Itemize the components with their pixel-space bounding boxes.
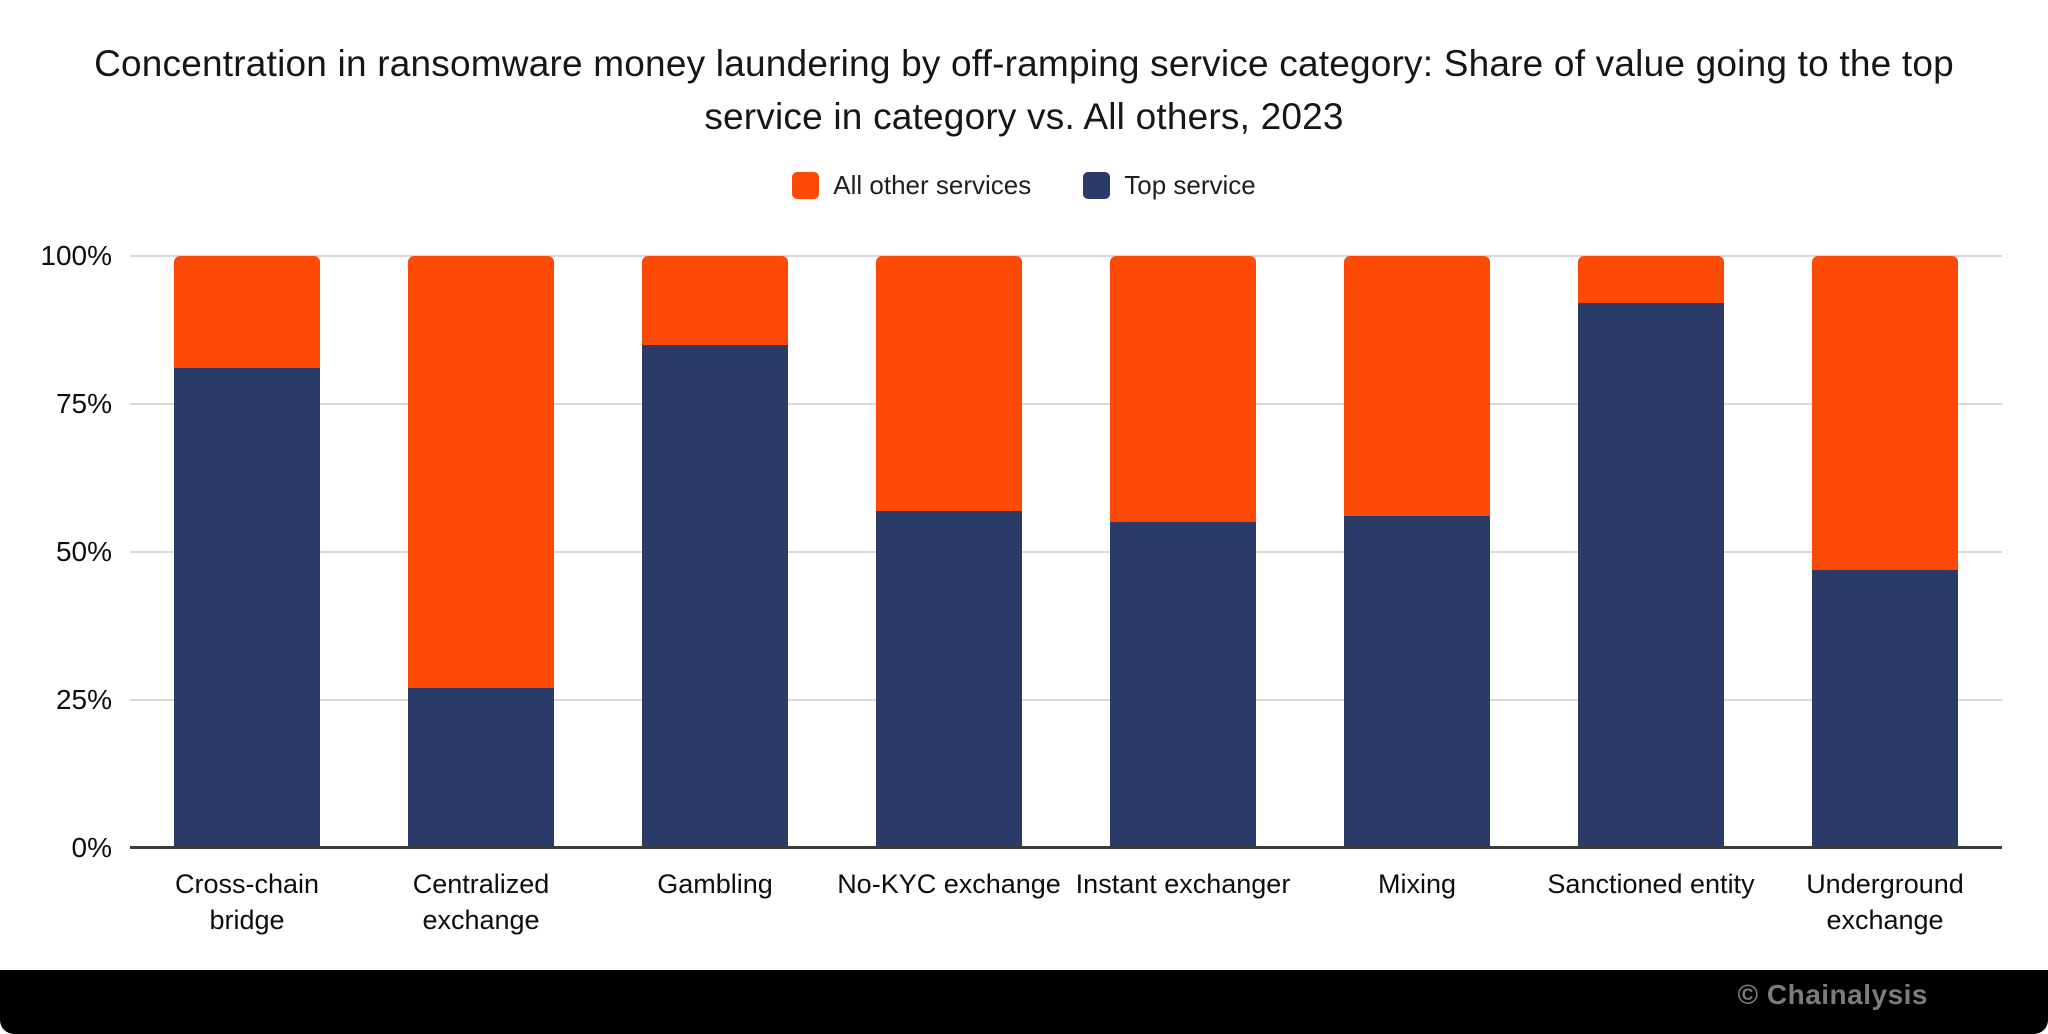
bar-group	[598, 256, 832, 848]
bar-group	[130, 256, 364, 848]
bar-segment-top-service	[408, 688, 554, 848]
x-tick-label-text: Gambling	[657, 869, 773, 899]
bar-segment-all-other-services	[642, 256, 788, 345]
bar-mixing	[1344, 256, 1490, 848]
bar-group	[1534, 256, 1768, 848]
bar-segment-top-service	[1578, 303, 1724, 848]
bar-group	[832, 256, 1066, 848]
bar-underground-exchange	[1812, 256, 1958, 848]
bar-segment-all-other-services	[1344, 256, 1490, 517]
gridline-75	[130, 403, 2002, 405]
y-tick-label-75: 75%	[55, 388, 112, 419]
x-tick-label-text: Centralized exchange	[412, 869, 550, 936]
bar-segment-all-other-services	[1110, 256, 1256, 523]
copyright-text: © Chainalysis	[1737, 979, 1928, 1010]
legend-item-all-other-services: All other services	[792, 170, 1031, 201]
bar-group	[364, 256, 598, 848]
x-tick-label: No-KYC exchange	[832, 866, 1066, 939]
x-tick-label-text: Underground exchange	[1806, 869, 1964, 936]
chart-title-text: Concentration in ransomware money launde…	[94, 43, 1954, 137]
x-tick-label: Centralized exchange	[364, 866, 598, 939]
gridline-50	[130, 551, 2002, 553]
x-tick-label-text: Sanctioned entity	[1547, 869, 1755, 899]
footer-bar: © Chainalysis	[0, 970, 2048, 1034]
bar-segment-all-other-services	[174, 256, 320, 369]
y-tick-label-100: 100%	[40, 240, 112, 271]
bars-container	[130, 256, 2002, 848]
bar-segment-top-service	[1344, 516, 1490, 848]
x-tick-label: Mixing	[1300, 866, 1534, 939]
bar-group	[1066, 256, 1300, 848]
bar-sanctioned-entity	[1578, 256, 1724, 848]
x-tick-label-text: Mixing	[1377, 869, 1457, 899]
x-tick-label-text: Cross-chain bridge	[174, 869, 320, 936]
y-tick-label-25: 25%	[55, 684, 112, 715]
x-tick-label: Instant exchanger	[1066, 866, 1300, 939]
bar-segment-top-service	[1812, 569, 1958, 848]
x-tick-label: Cross-chain bridge	[130, 866, 364, 939]
gridline-25	[130, 699, 2002, 701]
legend: All other services Top service	[0, 170, 2048, 201]
bar-segment-top-service	[876, 510, 1022, 848]
bar-group	[1768, 256, 2002, 848]
x-tick-label: Sanctioned entity	[1534, 866, 1768, 939]
y-tick-label-50: 50%	[55, 536, 112, 567]
x-axis-labels: Cross-chain bridge Centralized exchange …	[130, 866, 2002, 939]
legend-swatch-all-other-services-icon	[792, 172, 820, 199]
bar-segment-all-other-services	[1812, 256, 1958, 570]
x-tick-label-text: No-KYC exchange	[837, 869, 1061, 899]
bar-segment-top-service	[1110, 522, 1256, 848]
page-title: Concentration in ransomware money launde…	[0, 38, 2048, 143]
bar-gambling	[642, 256, 788, 848]
x-tick-label: Underground exchange	[1768, 866, 2002, 939]
legend-label-all-other-services: All other services	[833, 170, 1032, 200]
bar-segment-top-service	[174, 368, 320, 848]
x-tick-label-text: Instant exchanger	[1075, 869, 1291, 899]
bar-centralized-exchange	[408, 256, 554, 848]
bar-segment-all-other-services	[408, 256, 554, 689]
legend-swatch-top-service-icon	[1083, 172, 1111, 199]
x-axis-line	[130, 846, 2002, 849]
bar-segment-all-other-services	[1578, 256, 1724, 304]
legend-label-top-service: Top service	[1124, 170, 1256, 200]
bar-cross-chain-bridge	[174, 256, 320, 848]
bar-instant-exchanger	[1110, 256, 1256, 848]
bar-group	[1300, 256, 1534, 848]
legend-item-top-service: Top service	[1083, 170, 1256, 201]
plot-area: 0% 25% 50% 75% 100%	[40, 240, 2002, 863]
gridline-100	[130, 255, 2002, 257]
y-tick-label-0: 0%	[71, 832, 112, 863]
bar-segment-top-service	[642, 344, 788, 848]
x-tick-label: Gambling	[598, 866, 832, 939]
bar-segment-all-other-services	[876, 256, 1022, 511]
bar-no-kyc-exchange	[876, 256, 1022, 848]
